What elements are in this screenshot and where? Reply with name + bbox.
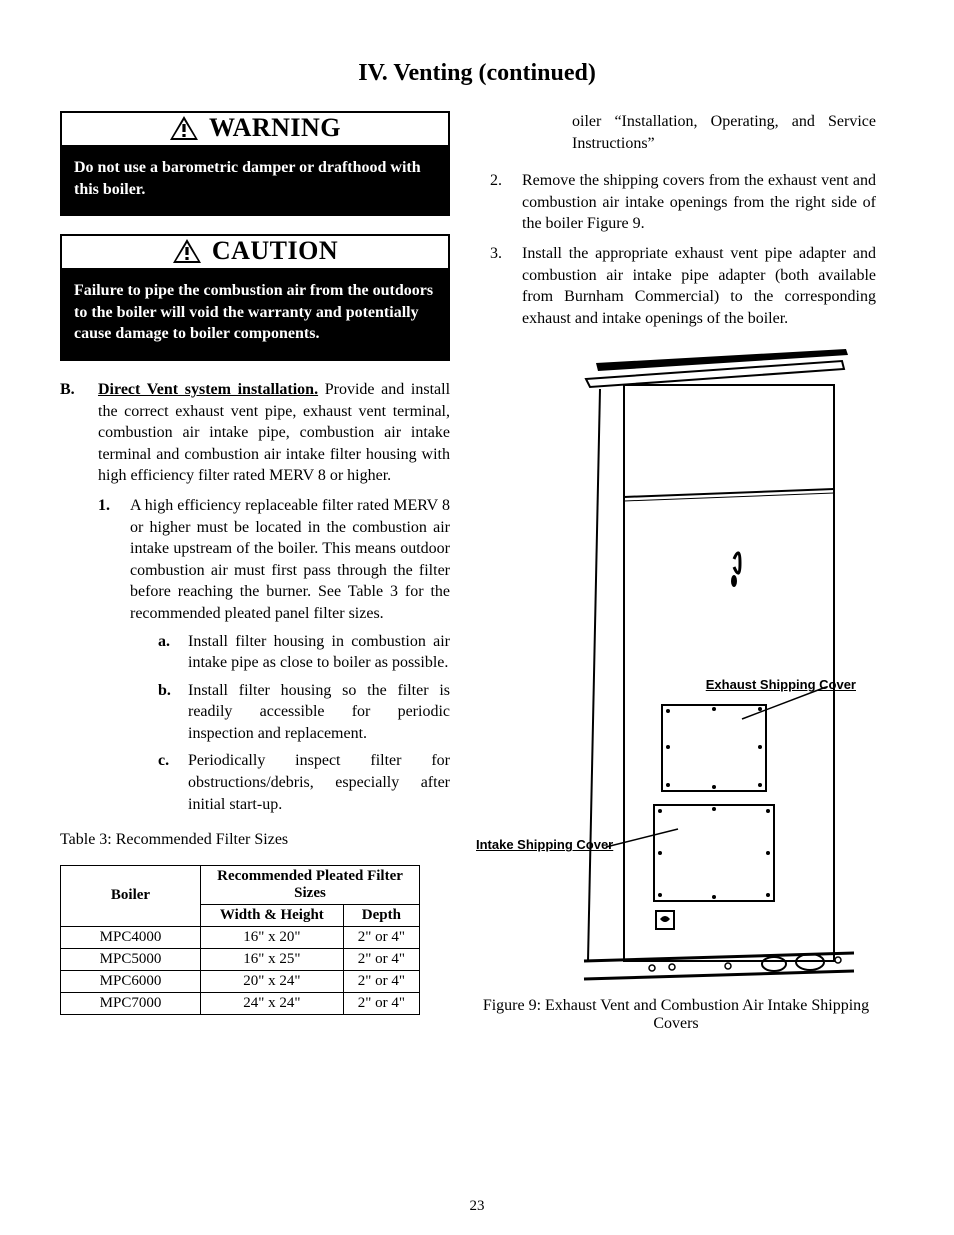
cell: 2" or 4" [343,992,419,1014]
step-marker: B. [60,379,88,815]
th-filters: Recommended Pleated Filter Sizes [201,865,420,904]
subsub-a: Install filter housing in combustion air… [188,631,450,674]
filter-size-table: Boiler Recommended Pleated Filter Sizes … [60,865,420,1015]
table-row: MPC7000 24" x 24" 2" or 4" [61,992,420,1014]
right-step-2: Remove the shipping covers from the exha… [522,170,876,235]
cell: 2" or 4" [343,926,419,948]
caution-body: Failure to pipe the combustion air from … [62,270,448,359]
section-title: IV. Venting (continued) [60,60,894,87]
th-depth: Depth [343,904,419,926]
cell: 24" x 24" [201,992,344,1014]
exhaust-callout: Exhaust Shipping Cover [706,677,856,692]
figure-caption: Figure 9: Exhaust Vent and Combustion Ai… [476,997,876,1033]
table-row: MPC5000 16" x 25" 2" or 4" [61,948,420,970]
caution-header: CAUTION [62,236,448,270]
page-number: 23 [0,1198,954,1215]
caution-label: CAUTION [212,236,338,266]
caution-box: CAUTION Failure to pipe the combustion a… [60,234,450,361]
subsub-marker: c. [158,750,178,815]
subsub-marker: a. [158,631,178,674]
table-caption: Table 3: Recommended Filter Sizes [60,829,450,851]
warning-header: WARNING [62,113,448,147]
th-boiler: Boiler [61,865,201,926]
step-b-lead: Direct Vent system installation. [98,381,318,398]
intake-callout: Intake Shipping Cover [476,837,613,852]
cell: 16" x 20" [201,926,344,948]
subsub-marker: b. [158,680,178,745]
cell: MPC5000 [61,948,201,970]
table-row: MPC6000 20" x 24" 2" or 4" [61,970,420,992]
step-b: B. Direct Vent system installation. Prov… [60,379,450,815]
cell: 20" x 24" [201,970,344,992]
boiler-diagram: Exhaust Shipping Cover Intake Shipping C… [476,349,856,989]
substep-1-body: A high efficiency replaceable filter rat… [130,497,450,622]
subsub-c: Periodically inspect filter for obstruct… [188,750,450,815]
substep-marker: 3. [490,243,512,329]
cell: MPC6000 [61,970,201,992]
cell: 2" or 4" [343,948,419,970]
substep-marker: 1. [98,495,120,815]
right-intro: oiler “Installation, Operating, and Serv… [572,113,876,152]
cell: MPC4000 [61,926,201,948]
warning-box: WARNING Do not use a barometric damper o… [60,111,450,216]
cell: MPC7000 [61,992,201,1014]
table-row: MPC4000 16" x 20" 2" or 4" [61,926,420,948]
warning-label: WARNING [209,113,341,143]
warning-triangle-icon [169,115,199,141]
cell: 16" x 25" [201,948,344,970]
substep-marker: 2. [490,170,512,235]
right-step-3: Install the appropriate exhaust vent pip… [522,243,876,329]
subsub-b: Install filter housing so the filter is … [188,680,450,745]
warning-triangle-icon [172,238,202,264]
cell: 2" or 4" [343,970,419,992]
warning-body: Do not use a barometric damper or drafth… [62,147,448,214]
th-wh: Width & Height [201,904,344,926]
